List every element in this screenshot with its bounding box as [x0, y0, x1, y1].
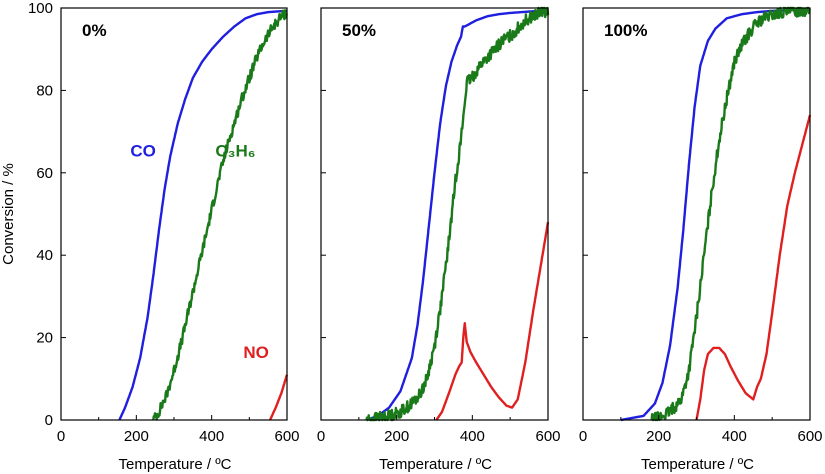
y-axis-title: Conversion / % — [0, 163, 17, 265]
x-tick-label: 400 — [722, 428, 747, 445]
panel-title: 100% — [604, 21, 647, 40]
x-tick-label: 600 — [535, 428, 560, 445]
x-tick-label: 400 — [199, 428, 224, 445]
y-tick-label: 20 — [36, 330, 53, 347]
x-tick-label: 600 — [274, 428, 299, 445]
series-label-c3h6: C₃H₆ — [215, 141, 255, 160]
x-tick-label: 200 — [646, 428, 671, 445]
y-tick-label: 80 — [36, 82, 53, 99]
series-line-no — [268, 374, 289, 421]
series-line-no — [435, 221, 550, 421]
series-line-co — [620, 8, 811, 422]
series-label-co: CO — [130, 141, 156, 160]
x-axis-title: Temperature / ºC — [118, 456, 231, 473]
x-tick-label: 400 — [460, 428, 485, 445]
panel-title: 50% — [342, 21, 376, 40]
x-tick-label: 200 — [384, 428, 409, 445]
x-tick-label: 0 — [579, 428, 587, 445]
x-axis-title: Temperature / ºC — [379, 456, 492, 473]
panel-2: 0 200 400 600 50% Temperature / ºC — [317, 6, 561, 473]
x-tick-label: 0 — [317, 428, 325, 445]
series-line-co — [365, 9, 549, 422]
y-tick-label: 40 — [36, 247, 53, 264]
series-line-c3h6 — [152, 9, 288, 421]
x-tick-label: 600 — [797, 428, 822, 445]
plot-frame — [320, 7, 549, 421]
series-label-no: NO — [243, 343, 269, 362]
y-tick-label: 100 — [28, 0, 53, 17]
panel-3: 0 200 400 600 100% Temperature / ºC — [579, 6, 823, 473]
plot-frame — [582, 7, 811, 421]
x-tick-label: 200 — [124, 428, 149, 445]
y-tick-label: 0 — [45, 412, 53, 429]
x-axis-title: Temperature / ºC — [641, 456, 754, 473]
series-line-co — [118, 9, 288, 421]
series-line-c3h6 — [650, 6, 811, 422]
panel-title: 0% — [82, 21, 107, 40]
x-tick-label: 0 — [57, 428, 65, 445]
y-tick-label: 60 — [36, 165, 53, 182]
series-line-no — [695, 114, 812, 421]
series-line-c3h6 — [365, 6, 550, 422]
panel-1: CO C₃H₆ NO 0 200 400 600 0 20 40 60 80 100 0% Temperat… — [0, 0, 300, 473]
